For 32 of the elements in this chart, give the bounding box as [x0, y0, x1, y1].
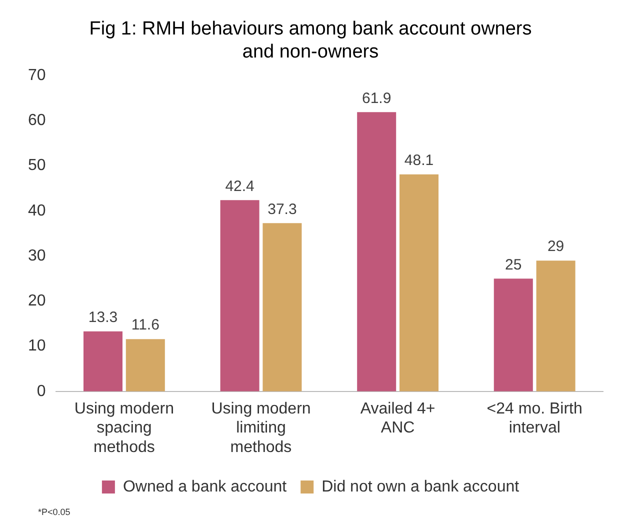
y-tick-label: 10 [28, 338, 46, 355]
data-label: 48.1 [404, 152, 434, 170]
bar [262, 223, 302, 392]
y-tick-label: 50 [28, 157, 46, 174]
data-label: 13.3 [88, 309, 118, 326]
bar [399, 174, 439, 392]
data-label: 11.6 [131, 316, 160, 334]
chart-title: Fig 1: RMH behaviours among bank account owners and non-owners [89, 18, 532, 62]
bar [220, 200, 260, 392]
data-label: 29 [547, 238, 564, 256]
y-tick-label: 70 [28, 67, 46, 84]
bar [83, 331, 122, 392]
y-tick-label: 20 [28, 292, 46, 310]
bar [536, 260, 576, 392]
y-tick-label: 0 [36, 382, 46, 400]
x-tick-label: Availed 4+ ANC [360, 400, 436, 437]
y-tick-label: 40 [28, 202, 46, 220]
data-label: 42.4 [225, 178, 254, 195]
x-tick-label: <24 mo. Birth interval [486, 400, 582, 437]
data-label: 61.9 [362, 90, 392, 107]
bar [126, 339, 165, 392]
data-label: 37.3 [268, 200, 297, 218]
bar [357, 112, 396, 392]
legend-label: Did not own a bank account [322, 478, 520, 496]
x-tick-label: Using modern spacing methods [74, 400, 174, 456]
legend-label: Owned a bank account [122, 478, 288, 496]
data-label: 25 [505, 256, 522, 274]
y-tick-label: 60 [28, 112, 46, 130]
x-tick-label: Using modern limiting methods [211, 400, 311, 456]
text: *P<0.05 [38, 506, 70, 517]
bar [494, 278, 533, 392]
y-tick-label: 30 [28, 247, 46, 264]
